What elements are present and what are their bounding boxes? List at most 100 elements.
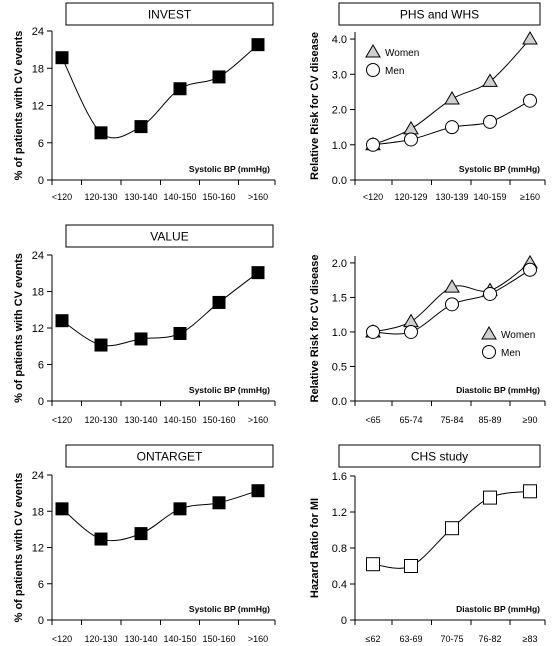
x-category-label: 65-74 [399,415,422,425]
y-tick-label: 12 [32,101,44,113]
data-point [173,82,187,96]
y-tick-label: 6 [38,138,44,150]
data-point [134,527,148,541]
x-category-label: 63-69 [399,634,422,644]
legend-label: Men [501,348,520,359]
legend-marker [482,345,496,359]
legend-marker [481,326,497,340]
x-category-label: 120-130 [84,192,117,202]
series-line [61,272,259,347]
chart-title-box [65,2,274,26]
x-axis-label: Diastolic BP (mmHg) [456,604,540,614]
y-tick-label: 0 [38,396,44,408]
data-point [404,324,418,339]
x-category-label: ≤62 [366,634,381,644]
chart-title: ONTARGET [137,450,203,464]
y-tick-label: 6 [38,579,44,591]
chart-title-box [65,444,274,468]
y-tick-label: 0.5 [332,361,347,373]
data-point [251,266,265,280]
y-tick-label: 1.6 [332,471,347,483]
y-tick-label: 18 [32,506,44,518]
chart-title-box [338,444,541,468]
x-category-label: 140-150 [163,192,196,202]
y-tick-label: 0 [38,615,44,627]
y-axis-label: % of patients with CV events [13,253,25,403]
data-point [212,70,226,84]
x-category-label: >160 [248,634,268,644]
chart-title: PHS and WHS [400,8,479,22]
y-axis-label: % of patients with CV events [13,31,25,181]
chart-panel-2: VALUE 0 6 12 18 24 <120 120-130 130-140 140-150 15… [13,224,276,425]
data-point [55,502,69,516]
y-tick-label: 4.0 [332,34,347,46]
chart-title: VALUE [150,230,188,244]
x-category-label: 120-130 [84,415,117,425]
data-point [404,559,418,573]
x-category-label: 150-160 [202,634,235,644]
y-tick-label: 18 [32,63,44,75]
y-tick-label: 2.0 [332,105,347,117]
x-category-label: <65 [365,415,380,425]
data-point [483,286,497,301]
y-tick-label: 1.0 [332,327,347,339]
data-point [55,51,69,65]
x-category-label: 130-140 [124,192,157,202]
x-category-label: ≥83 [523,634,538,644]
chart-title: INVEST [148,8,192,22]
chart-panel-3: 0.0 0.5 1.0 1.5 2.0 <65 65-74 75-84 85-89 ≥90 Rela… [309,255,546,425]
y-tick-label: 24 [32,26,44,38]
data-point [366,324,380,339]
data-point [523,93,537,108]
legend-marker [365,44,381,58]
data-point [483,114,497,129]
x-axis-label: Systolic BP (mmHg) [189,604,270,614]
series-line [61,44,259,139]
chart-title: CHS study [411,450,468,464]
x-category-label: 120-130 [84,634,117,644]
x-category-label: 140-159 [473,192,506,202]
data-point [94,338,108,352]
y-tick-label: 2.0 [332,258,347,270]
data-point [404,132,418,147]
data-point [366,137,380,152]
data-point [444,279,460,293]
y-tick-label: 1.5 [332,292,347,304]
data-point [445,521,459,536]
x-category-label: ≥90 [523,415,538,425]
legend-label: Women [385,48,419,59]
y-axis-label: Hazard Ratio for MI [309,498,321,598]
data-point [173,326,187,340]
data-point [94,532,108,546]
x-category-label: 70-75 [440,634,463,644]
y-tick-label: 0.8 [332,543,347,555]
y-tick-label: 1.2 [332,507,347,519]
y-axis-label: Relative Risk for CV disease [309,32,321,180]
y-tick-label: 0 [38,175,44,187]
data-point [445,297,459,312]
data-point [94,126,108,140]
y-tick-label: 6 [38,360,44,372]
data-point [173,502,187,516]
chart-panel-4: ONTARGET 0 6 12 18 24 <120 120-130 130-140 140-15… [13,444,276,644]
chart-title-box [338,2,541,26]
y-tick-label: 0 [341,615,347,627]
x-category-label: 120-129 [394,192,427,202]
x-category-label: 130-140 [124,634,157,644]
y-tick-label: 12 [32,543,44,555]
x-axis-label: Systolic BP (mmHg) [189,385,270,395]
data-point [444,90,460,105]
y-tick-label: 0.4 [332,579,347,591]
data-point [366,557,380,572]
data-point [523,262,537,277]
series-line [61,490,259,542]
x-category-label: 130-140 [124,415,157,425]
legend-marker [366,63,380,77]
data-point [445,120,459,135]
x-category-label: >160 [248,192,268,202]
x-category-label: 150-160 [202,415,235,425]
chart-panel-0: INVEST 0 6 12 18 24 <120 120-130 130-140 140-150 1… [13,2,276,202]
data-point [251,484,265,498]
legend-label: Men [385,66,404,77]
